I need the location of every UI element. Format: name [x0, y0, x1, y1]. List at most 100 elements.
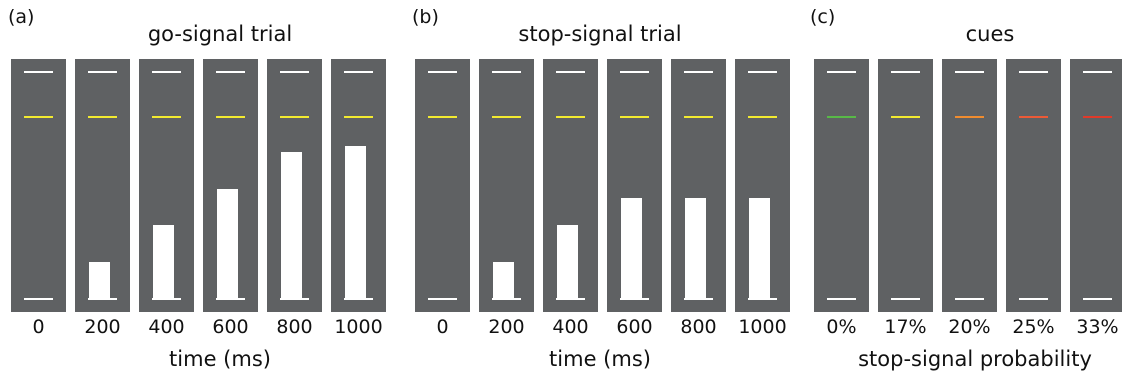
rising-bar: [217, 189, 238, 298]
trial-frame: [203, 59, 258, 312]
rising-bar: [685, 198, 706, 298]
panel-letter: (c): [810, 6, 836, 28]
trial-frame: [331, 59, 386, 312]
top-boundary-line: [152, 71, 181, 73]
cue-line: [955, 116, 984, 118]
bottom-boundary-line: [684, 298, 713, 300]
trial-frame: [267, 59, 322, 312]
top-boundary-line: [428, 71, 457, 73]
tick-label: 800: [276, 316, 313, 338]
cue-line: [891, 116, 920, 118]
cue-line: [492, 116, 521, 118]
cue-line: [88, 116, 117, 118]
axis-label: time (ms): [549, 347, 651, 371]
panel-letter: (b): [412, 6, 439, 28]
tick-label: 400: [148, 316, 185, 338]
top-boundary-line: [955, 71, 984, 73]
tick-label: 33%: [1076, 316, 1119, 338]
trial-frame: [543, 59, 598, 312]
bottom-boundary-line: [556, 298, 585, 300]
axis-label: time (ms): [169, 347, 271, 371]
bottom-boundary-line: [344, 298, 373, 300]
tick-label: 0: [436, 316, 449, 338]
top-boundary-line: [827, 71, 856, 73]
bottom-boundary-line: [88, 298, 117, 300]
top-boundary-line: [492, 71, 521, 73]
tick-label: 20%: [948, 316, 991, 338]
rising-bar: [621, 198, 642, 298]
top-boundary-line: [620, 71, 649, 73]
top-boundary-line: [684, 71, 713, 73]
top-boundary-line: [891, 71, 920, 73]
bottom-boundary-line: [1019, 298, 1048, 300]
trial-frame: [671, 59, 726, 312]
bottom-boundary-line: [620, 298, 649, 300]
rising-bar: [89, 262, 110, 298]
bottom-boundary-line: [24, 298, 53, 300]
panel-letter: (a): [8, 6, 35, 28]
bottom-boundary-line: [152, 298, 181, 300]
tick-label: 200: [488, 316, 525, 338]
trial-frame: [479, 59, 534, 312]
cue-line: [152, 116, 181, 118]
trial-frame: [1006, 59, 1061, 312]
tick-label: 25%: [1012, 316, 1055, 338]
trial-frame: [878, 59, 933, 312]
tick-label: 800: [680, 316, 717, 338]
tick-label: 600: [212, 316, 249, 338]
tick-label: 1000: [334, 316, 383, 338]
bottom-boundary-line: [280, 298, 309, 300]
trial-frame: [814, 59, 869, 312]
rising-bar: [493, 262, 514, 298]
trial-frame: [139, 59, 194, 312]
cue-line: [428, 116, 457, 118]
cue-line: [684, 116, 713, 118]
tick-label: 0: [32, 316, 45, 338]
tick-label: 400: [552, 316, 589, 338]
top-boundary-line: [216, 71, 245, 73]
rising-bar: [345, 146, 366, 298]
bottom-boundary-line: [492, 298, 521, 300]
rising-bar: [281, 152, 302, 298]
top-boundary-line: [748, 71, 777, 73]
top-boundary-line: [556, 71, 585, 73]
cue-line: [344, 116, 373, 118]
trial-frame: [607, 59, 662, 312]
axis-label: stop-signal probability: [858, 347, 1092, 371]
top-boundary-line: [1019, 71, 1048, 73]
trial-frame: [1070, 59, 1122, 312]
top-boundary-line: [88, 71, 117, 73]
trial-frame: [11, 59, 66, 312]
panel-title: stop-signal trial: [518, 22, 682, 46]
top-boundary-line: [1083, 71, 1112, 73]
tick-label: 0%: [826, 316, 857, 338]
rising-bar: [557, 225, 578, 298]
bottom-boundary-line: [748, 298, 777, 300]
bottom-boundary-line: [827, 298, 856, 300]
panel-title: cues: [965, 22, 1015, 46]
rising-bar: [749, 198, 770, 298]
tick-label: 600: [616, 316, 653, 338]
cue-line: [748, 116, 777, 118]
bottom-boundary-line: [891, 298, 920, 300]
top-boundary-line: [280, 71, 309, 73]
cue-line: [1083, 116, 1112, 118]
cue-line: [216, 116, 245, 118]
cue-line: [280, 116, 309, 118]
bottom-boundary-line: [1083, 298, 1112, 300]
top-boundary-line: [24, 71, 53, 73]
rising-bar: [153, 225, 174, 298]
tick-label: 1000: [738, 316, 787, 338]
tick-label: 17%: [884, 316, 927, 338]
bottom-boundary-line: [216, 298, 245, 300]
cue-line: [827, 116, 856, 118]
bottom-boundary-line: [428, 298, 457, 300]
trial-frame: [75, 59, 130, 312]
trial-frame: [415, 59, 470, 312]
top-boundary-line: [344, 71, 373, 73]
cue-line: [1019, 116, 1048, 118]
tick-label: 200: [84, 316, 121, 338]
cue-line: [556, 116, 585, 118]
cue-line: [620, 116, 649, 118]
bottom-boundary-line: [955, 298, 984, 300]
